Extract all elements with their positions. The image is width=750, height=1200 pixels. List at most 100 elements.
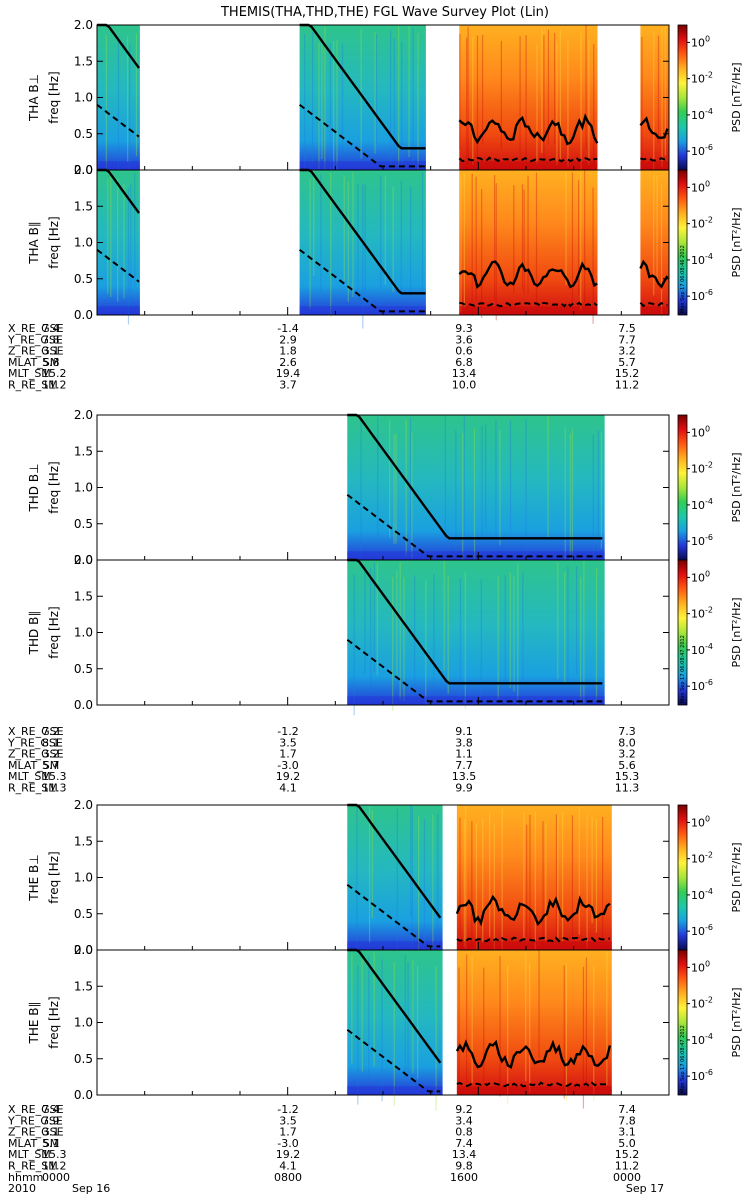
spectrogram-streak	[576, 566, 578, 675]
y-tick-label: 1.5	[74, 199, 93, 213]
ephemeris-value: 19.2	[276, 770, 301, 783]
spectrogram-block	[456, 950, 612, 1095]
panel-tha-bperp: 0.0 0.5 1.0 1.5 2.0 THA B⊥ freq [Hz] 100 10-2 10-…	[27, 18, 743, 185]
colorbar-tick-label: 10-6	[691, 923, 713, 938]
spectrogram-streak	[377, 416, 379, 537]
spectrogram-streak	[661, 27, 663, 167]
spectrogram-streak	[129, 44, 131, 185]
hhmm-tick-label: 0000	[42, 1171, 70, 1184]
spectrogram-streak	[571, 428, 574, 563]
spectrogram-streak	[105, 35, 107, 177]
ephemeris-value: 5.8	[42, 356, 60, 369]
spectrogram-streak	[360, 419, 362, 560]
ephemeris-value: 7.7	[618, 333, 636, 346]
ephemeris-value: 19.4	[276, 367, 301, 380]
spectrogram-streak	[557, 815, 559, 938]
spectrogram-streak	[480, 579, 482, 700]
spectrogram-streak	[475, 823, 478, 954]
spectrogram-streak	[504, 575, 506, 684]
ephemeris-value: 11.2	[615, 379, 640, 392]
colorbar-tick-label: 10-2	[691, 461, 713, 476]
spectrogram-streak	[423, 819, 426, 947]
y-tick-label: 1.0	[74, 91, 93, 105]
spectrogram-streak	[459, 34, 461, 150]
colorbar-tick-exponent: -6	[705, 143, 713, 152]
gyrofrequency-curve	[347, 948, 442, 1064]
spectrogram-streak	[525, 953, 527, 1081]
colorbar	[677, 559, 688, 706]
colorbar-label: PSD [nT²/Hz]	[730, 207, 743, 277]
colorbar-tick-label: 10-2	[691, 216, 713, 231]
spectrogram-streak	[462, 433, 464, 576]
ephemeris-label: Z_RE_GSE	[8, 748, 64, 761]
spectrogram-streak	[660, 184, 663, 319]
spectrogram-streak	[362, 184, 364, 329]
gyrofrequency-curve	[347, 558, 603, 685]
half-gyrofrequency-curve	[96, 248, 140, 283]
spectrogram-streak	[481, 34, 484, 144]
ephemeris-value: 8.0	[618, 736, 636, 749]
timestamp-stamp: Mon Sep 17 06:08:47 2012	[680, 1025, 686, 1093]
spectrogram-streak	[580, 32, 582, 177]
y-tick-label: 0.5	[74, 1052, 93, 1066]
colorbar-tick-label: 10-2	[691, 71, 713, 86]
spectrogram-streak	[458, 967, 460, 1090]
spectrogram-streak	[523, 189, 525, 296]
spectrogram-streak	[653, 175, 655, 296]
colorbar-tick-exponent: -2	[705, 216, 713, 225]
spectrogram-streak	[555, 814, 558, 945]
ephemeris-value: 9.3	[455, 322, 473, 335]
ephemeris-value: 3.1	[618, 1126, 636, 1139]
gyrofrequency-curve	[455, 894, 611, 927]
spectrogram-streak	[417, 33, 419, 174]
panel-label: THE B⊥	[27, 854, 41, 901]
spectrogram-streak	[471, 821, 473, 963]
gyrofrequency-curve	[299, 23, 426, 150]
spectrogram-streak	[536, 44, 538, 164]
spectrogram-streak	[545, 823, 547, 941]
colorbar-tick-label: 10-4	[691, 107, 713, 122]
colorbar-tick-exponent: -6	[705, 533, 713, 542]
colorbar-tick-exponent: 0	[705, 814, 710, 823]
spectrogram-streak	[585, 25, 587, 150]
half-gyrofrequency-curve	[299, 248, 426, 313]
spectrogram-streak	[357, 965, 359, 1105]
spectrogram-streak	[597, 430, 600, 570]
ephemeris-value: 15.3	[615, 770, 640, 783]
ephemeris-value: 9.2	[455, 1103, 473, 1116]
spectrogram-streak	[380, 175, 382, 290]
spectrogram-streak	[336, 39, 338, 180]
colorbar-tick-exponent: -4	[705, 497, 713, 506]
y-tick-label: 2.0	[74, 798, 93, 812]
low-frequency-band	[97, 306, 140, 315]
panel-thd-bperp: 0.0 0.5 1.0 1.5 2.0 THD B⊥ freq [Hz] 100 10-2 10-…	[27, 408, 743, 576]
spectrogram-streak	[529, 963, 531, 1093]
low-frequency-band	[456, 941, 612, 950]
spectrogram-streak	[110, 170, 112, 297]
spectrogram-streak	[584, 170, 586, 306]
gyrofrequency-curve	[347, 803, 442, 919]
y-axis-label: freq [Hz]	[47, 71, 61, 123]
spectrogram-streak	[321, 40, 323, 160]
spectrogram-streak	[412, 959, 414, 1074]
timestamp-stamp: Mon Sep 17 06:08:46 2012	[680, 245, 686, 313]
ephemeris-value: 11.3	[615, 782, 640, 795]
hhmm-label: hhmm	[8, 1171, 43, 1184]
spectrogram-streak	[400, 181, 402, 294]
spectrogram-streak	[130, 183, 132, 295]
low-frequency-band	[299, 161, 426, 170]
y-tick-label: 2.0	[74, 553, 93, 567]
hhmm-tick-label: 1600	[450, 1171, 478, 1184]
spectrogram-streak	[433, 573, 435, 689]
spectrogram-block	[97, 170, 140, 315]
ephemeris-value: -3.0	[277, 759, 298, 772]
colorbar-tick-label: 10-6	[691, 533, 713, 548]
spectrogram-streak	[472, 37, 474, 165]
ephemeris-value: 3.2	[42, 748, 60, 761]
ephemeris-label: R_RE_SM	[8, 1160, 58, 1173]
ephemeris-label: MLT_SM	[8, 367, 51, 380]
spectrogram-streak	[526, 824, 528, 938]
colorbar-tick-exponent: -2	[705, 996, 713, 1005]
spectrogram-streak	[384, 176, 386, 285]
colorbar-tick-label: 100	[691, 569, 710, 584]
